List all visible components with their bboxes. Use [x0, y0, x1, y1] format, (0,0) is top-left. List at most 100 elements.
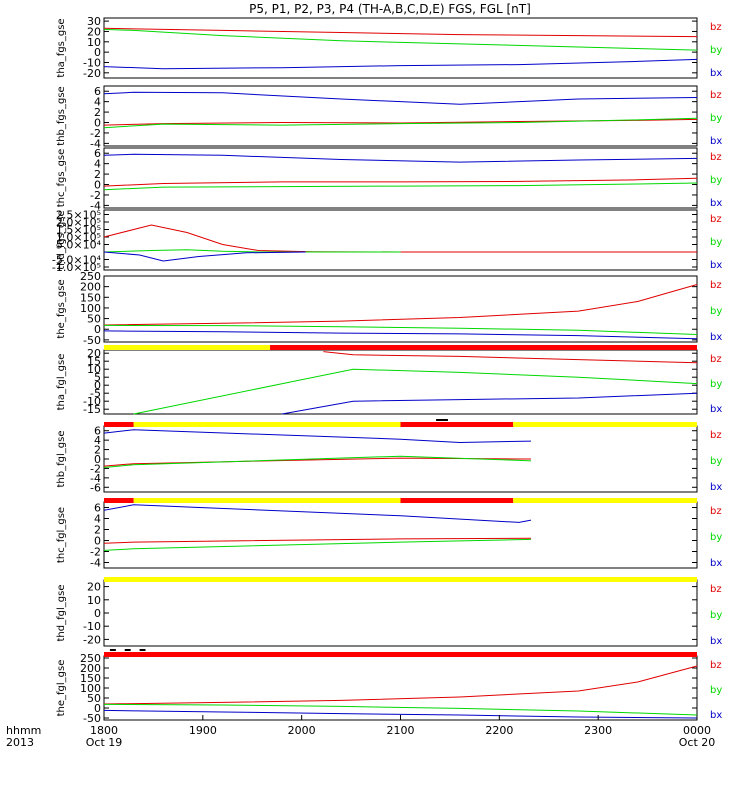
legend-by: by [710, 237, 722, 248]
y-tick-label: 6 [94, 502, 101, 515]
x-tick-label: 1900 [189, 724, 217, 737]
y-tick-label: 10 [87, 594, 101, 607]
flag-segment-yellow [513, 422, 697, 427]
y-tick-label: -50 [83, 334, 101, 347]
y-tick-label: 6 [94, 425, 101, 438]
legend-by: by [710, 610, 722, 621]
y-tick-label: -2 [90, 189, 101, 202]
y-tick-label: 15 [87, 355, 101, 368]
y-tick-label: 5 [94, 371, 101, 384]
series-bx-line [103, 330, 698, 340]
y-axis-label: the_fgl_gse [56, 660, 67, 717]
flag-mark [436, 419, 448, 421]
legend-by: by [710, 456, 722, 467]
x-corner-label: 2013 [6, 736, 34, 749]
y-tick-label: 20 [87, 347, 101, 360]
series-bx-line [103, 91, 698, 105]
panel-4: -1.0×10⁵-5.0×10⁴ 5.0×10⁴1.0×10⁵1.5×10⁵2.0… [52, 209, 722, 275]
y-tick-label: -20 [83, 633, 101, 646]
y-tick-label: -2 [90, 546, 101, 559]
legend-bz: bz [710, 22, 722, 33]
y-tick-label: 4 [94, 96, 101, 109]
x-tick-label: 1800 [90, 724, 118, 737]
x-corner-label: hhmm [6, 724, 41, 737]
flag-segment-red [400, 422, 514, 427]
y-tick-label: 6 [94, 147, 101, 160]
flag-segment-yellow [513, 498, 697, 503]
series-bz-line [103, 665, 698, 705]
y-tick-label: -4 [90, 557, 101, 570]
y-tick-label: 0 [94, 46, 101, 59]
series-by-line [103, 538, 532, 551]
y-tick-label: -10 [83, 620, 101, 633]
y-tick-label: 150 [80, 672, 101, 685]
flag-segment-yellow [104, 345, 271, 350]
flag-mark [109, 649, 116, 651]
y-tick-label: 0 [94, 323, 101, 336]
y-axis-label: tha_fgl_gse [56, 354, 67, 411]
series-bx-line [103, 504, 532, 523]
y-tick-label: -5 [90, 387, 101, 400]
legend-bz: bz [710, 660, 722, 671]
y-tick-label: 100 [80, 302, 101, 315]
y-tick-label: -2 [90, 462, 101, 475]
y-tick-label: 1.5×10⁵ [56, 224, 101, 237]
y-tick-label: 0 [94, 535, 101, 548]
legend-by: by [710, 113, 722, 124]
y-tick-label: 20 [87, 25, 101, 38]
panel-frame [103, 17, 698, 79]
series-by-line [103, 249, 401, 253]
panel-frame [103, 85, 698, 147]
legend-bx: bx [710, 136, 722, 147]
legend-bz: bz [710, 506, 722, 517]
y-tick-label: -4 [90, 199, 101, 212]
y-tick-label: 2.0×10⁵ [56, 216, 101, 229]
y-tick-label: 2.5×10⁵ [56, 209, 101, 222]
panel-frame [103, 209, 698, 271]
legend-bx: bx [710, 404, 722, 415]
y-axis-label: thd_fgl_gse [56, 585, 67, 642]
y-tick-label: 4 [94, 513, 101, 526]
legend-bz: bz [710, 430, 722, 441]
y-tick-label: -50 [83, 712, 101, 725]
series-by-line [103, 117, 698, 129]
y-tick-label: 250 [80, 270, 101, 283]
y-tick-label: 250 [80, 652, 101, 665]
y-tick-label: -5.0×10⁴ [52, 254, 102, 267]
panel-frame [103, 147, 698, 209]
y-tick-label: -20 [83, 67, 101, 80]
y-tick-label: 0 [94, 453, 101, 466]
y-tick-label: 5.0×10⁴ [56, 239, 102, 252]
y-tick-label: -10 [83, 56, 101, 69]
series-by-line [103, 703, 698, 716]
legend-by: by [710, 175, 722, 186]
series-bx-line [281, 392, 698, 415]
y-tick-label: 0 [94, 117, 101, 130]
flag-mark [124, 649, 131, 651]
series-by-line [133, 368, 698, 415]
y-axis-label: thb_fgs_gse [56, 86, 67, 145]
y-tick-label: 6 [94, 85, 101, 98]
legend-by: by [710, 306, 722, 317]
y-tick-label: -2 [90, 127, 101, 140]
x-tick-label: 2000 [288, 724, 316, 737]
y-tick-label: 2 [94, 106, 101, 119]
chart-title: P5, P1, P2, P3, P4 (TH-A,B,C,D,E) FGS, F… [249, 2, 531, 16]
y-tick-label: 200 [80, 281, 101, 294]
legend-bz: bz [710, 90, 722, 101]
series-bx-line [103, 251, 306, 262]
flag-segment-yellow [133, 422, 401, 427]
y-tick-label: 50 [87, 313, 101, 326]
y-tick-label: 10 [87, 363, 101, 376]
y-tick-label: 0 [94, 607, 101, 620]
y-axis-label: the_fgs_gse [56, 279, 67, 338]
legend-by: by [710, 379, 722, 390]
y-tick-label: 50 [87, 692, 101, 705]
legend-bx: bx [710, 68, 722, 79]
flag-segment-red [104, 422, 134, 427]
